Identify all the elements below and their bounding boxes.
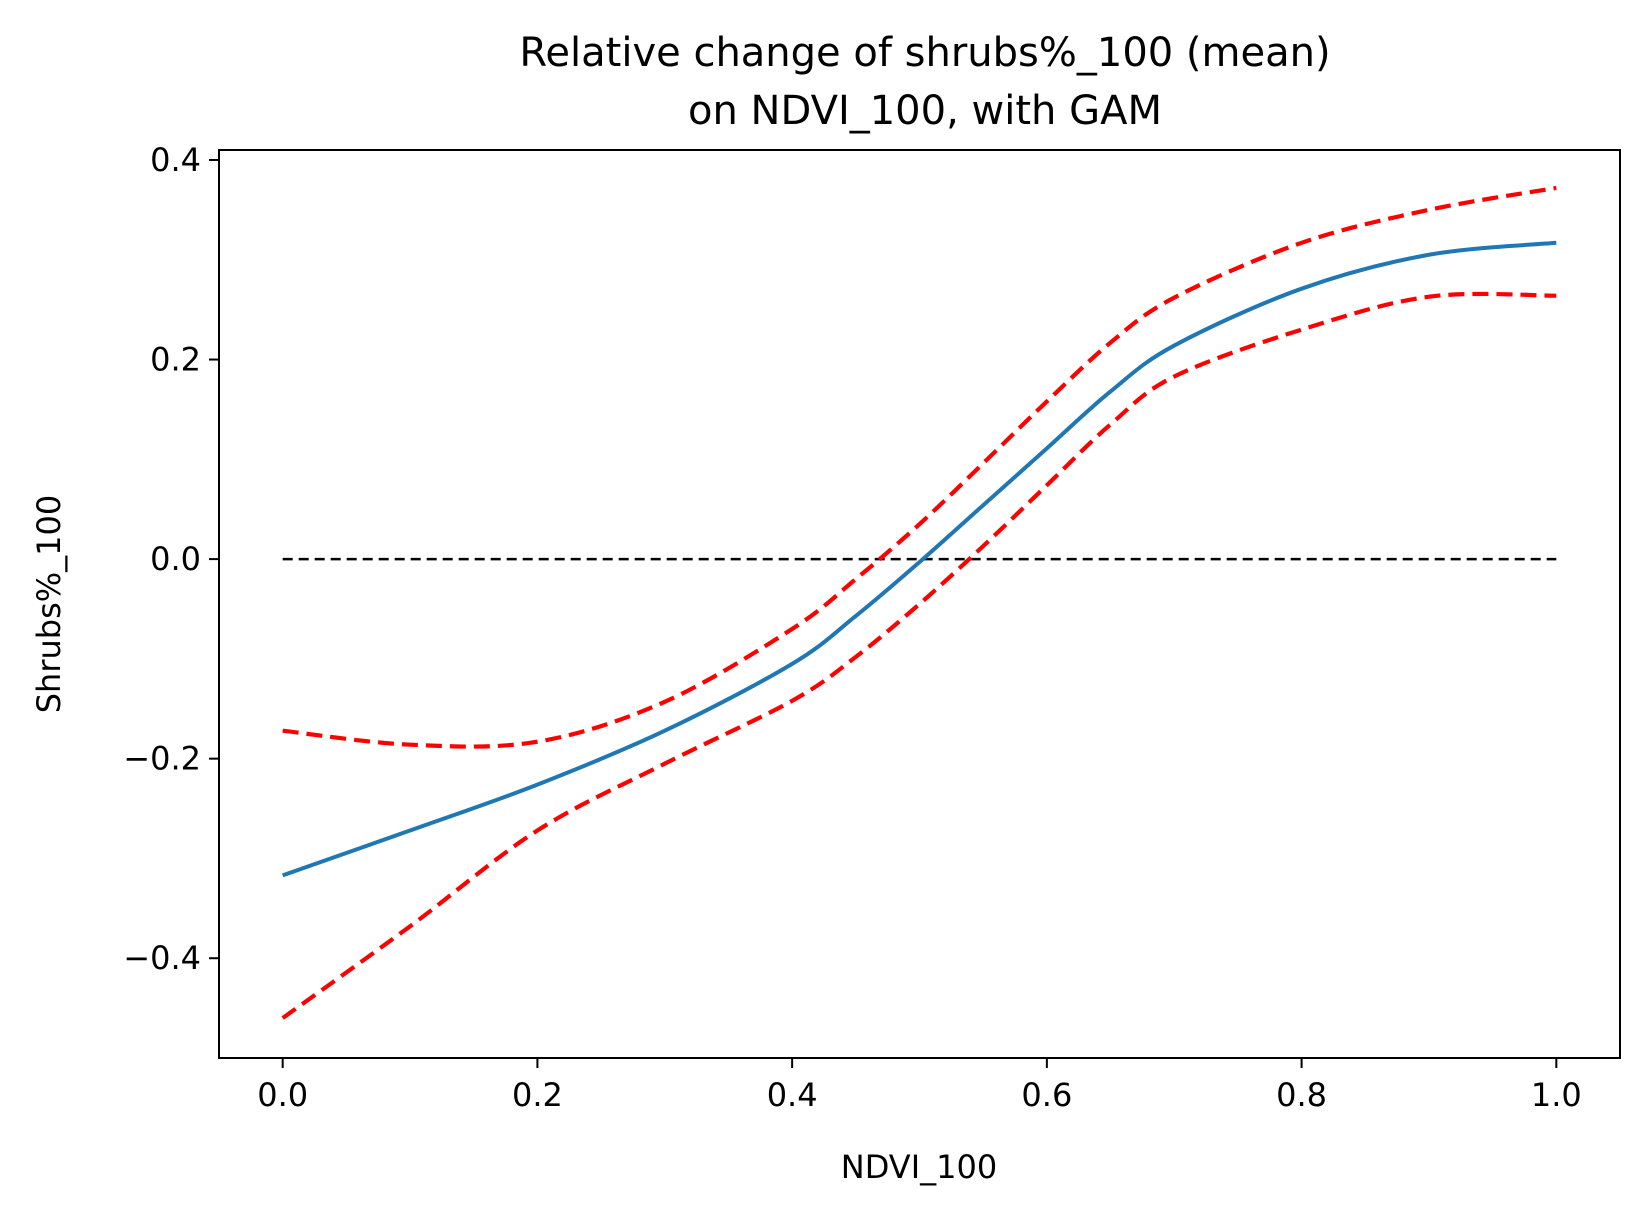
- lower-ci-line: [281, 291, 1557, 1020]
- axis-ticks: 0.0 0.2 0.4 0.6 0.8 1.0 −0.4 −0.2 0.0 0.2 0.4: [123, 141, 1581, 1114]
- x-tick-label: 0.4: [767, 1076, 818, 1114]
- chart-title-line-1: Relative change of shrubs%_100 (mean): [519, 30, 1330, 76]
- plot-area: [281, 185, 1557, 1020]
- axes-frame: [218, 149, 1621, 1059]
- chart-title: Relative change of shrubs%_100 (mean) on…: [519, 30, 1330, 134]
- upper-ci-line: [282, 185, 1557, 749]
- y-axis-label: Shrubs%_100: [30, 495, 68, 714]
- y-tick-label: −0.4: [123, 939, 201, 977]
- y-tick-label: −0.2: [123, 740, 201, 778]
- mean-line: [282, 240, 1557, 878]
- x-tick-label: 0.6: [1021, 1076, 1072, 1114]
- y-tick-label: 0.2: [150, 341, 201, 379]
- x-axis-label: NDVI_100: [841, 1148, 997, 1186]
- chart-title-line-2: on NDVI_100, with GAM: [688, 88, 1162, 134]
- y-tick-label: 0.0: [150, 540, 201, 578]
- x-tick-label: 0.2: [512, 1076, 563, 1114]
- x-tick-label: 0.0: [257, 1076, 308, 1114]
- x-tick-label: 1.0: [1531, 1076, 1582, 1114]
- y-tick-label: 0.4: [150, 141, 201, 179]
- x-tick-label: 0.8: [1276, 1076, 1327, 1114]
